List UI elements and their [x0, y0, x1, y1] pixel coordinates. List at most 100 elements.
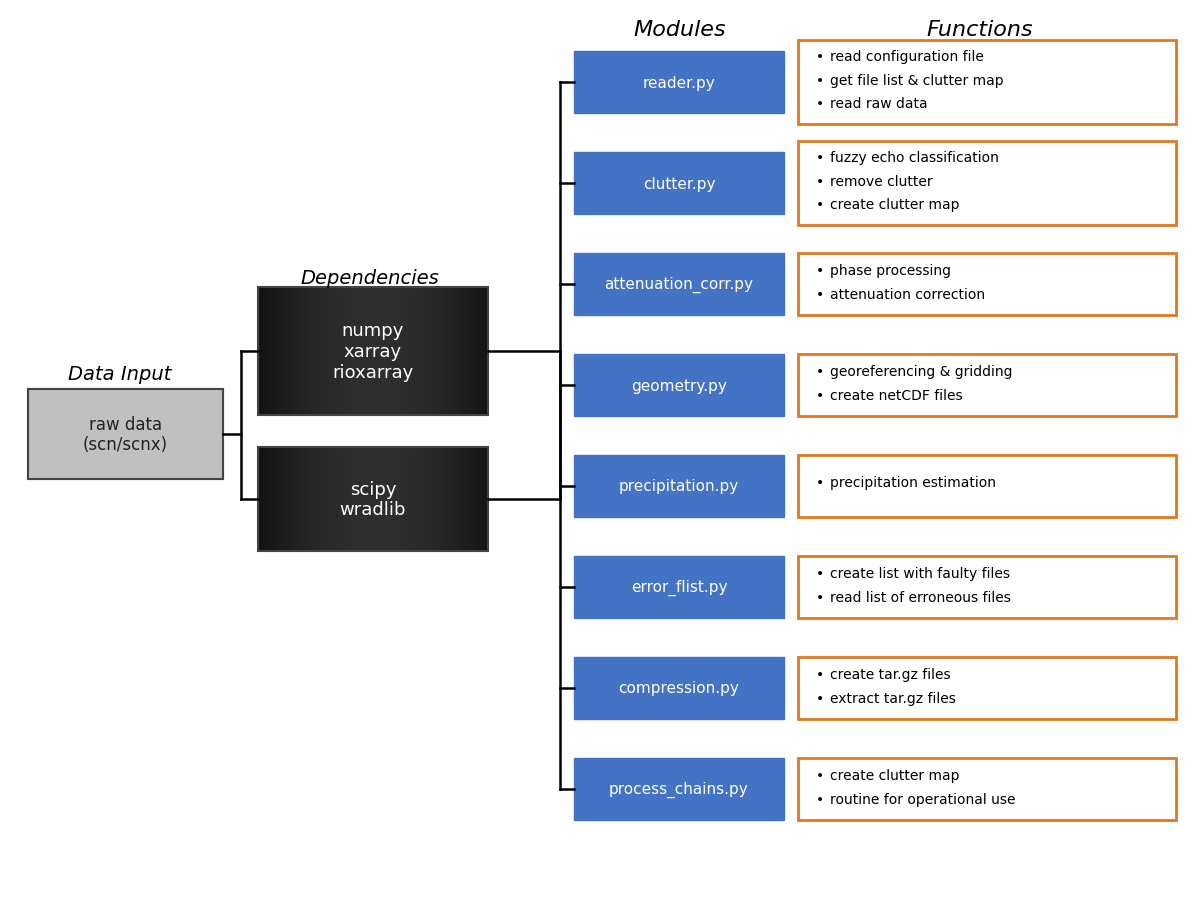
- FancyBboxPatch shape: [350, 288, 356, 416]
- FancyBboxPatch shape: [299, 447, 305, 551]
- Text: •: •: [816, 475, 824, 490]
- FancyBboxPatch shape: [574, 557, 784, 618]
- FancyBboxPatch shape: [448, 447, 454, 551]
- FancyBboxPatch shape: [798, 41, 1176, 124]
- Text: attenuation_corr.py: attenuation_corr.py: [605, 277, 754, 293]
- FancyBboxPatch shape: [442, 447, 449, 551]
- Text: get file list & clutter map: get file list & clutter map: [830, 74, 1003, 87]
- FancyBboxPatch shape: [199, 390, 204, 480]
- Text: Modules: Modules: [634, 20, 726, 40]
- Text: create clutter map: create clutter map: [830, 768, 960, 782]
- FancyBboxPatch shape: [293, 288, 299, 416]
- Text: read raw data: read raw data: [830, 97, 928, 111]
- FancyBboxPatch shape: [96, 390, 102, 480]
- FancyBboxPatch shape: [798, 759, 1176, 820]
- FancyBboxPatch shape: [798, 456, 1176, 518]
- Text: •: •: [816, 97, 824, 111]
- FancyBboxPatch shape: [408, 288, 414, 416]
- Text: process_chains.py: process_chains.py: [610, 781, 749, 797]
- FancyBboxPatch shape: [193, 390, 199, 480]
- FancyBboxPatch shape: [270, 447, 276, 551]
- FancyBboxPatch shape: [258, 447, 264, 551]
- FancyBboxPatch shape: [437, 447, 443, 551]
- FancyBboxPatch shape: [136, 390, 140, 480]
- Text: remove clutter: remove clutter: [830, 174, 932, 189]
- FancyBboxPatch shape: [361, 447, 367, 551]
- FancyBboxPatch shape: [413, 447, 420, 551]
- FancyBboxPatch shape: [316, 447, 322, 551]
- FancyBboxPatch shape: [798, 557, 1176, 618]
- FancyBboxPatch shape: [304, 447, 311, 551]
- Text: •: •: [816, 74, 824, 87]
- FancyBboxPatch shape: [574, 759, 784, 820]
- FancyBboxPatch shape: [384, 288, 391, 416]
- FancyBboxPatch shape: [798, 354, 1176, 417]
- Text: •: •: [816, 388, 824, 402]
- Text: Functions: Functions: [926, 20, 1033, 40]
- FancyBboxPatch shape: [396, 447, 402, 551]
- FancyBboxPatch shape: [470, 288, 478, 416]
- FancyBboxPatch shape: [460, 447, 466, 551]
- FancyBboxPatch shape: [798, 658, 1176, 719]
- FancyBboxPatch shape: [373, 288, 379, 416]
- FancyBboxPatch shape: [316, 288, 322, 416]
- Text: phase processing: phase processing: [830, 263, 952, 278]
- Text: create netCDF files: create netCDF files: [830, 388, 962, 402]
- FancyBboxPatch shape: [419, 447, 425, 551]
- FancyBboxPatch shape: [482, 288, 488, 416]
- FancyBboxPatch shape: [145, 390, 150, 480]
- FancyBboxPatch shape: [299, 288, 305, 416]
- FancyBboxPatch shape: [408, 447, 414, 551]
- FancyBboxPatch shape: [174, 390, 180, 480]
- FancyBboxPatch shape: [150, 390, 155, 480]
- Text: •: •: [816, 152, 824, 165]
- FancyBboxPatch shape: [338, 447, 344, 551]
- FancyBboxPatch shape: [326, 447, 334, 551]
- FancyBboxPatch shape: [48, 390, 53, 480]
- FancyBboxPatch shape: [169, 390, 175, 480]
- FancyBboxPatch shape: [419, 288, 425, 416]
- FancyBboxPatch shape: [110, 390, 116, 480]
- FancyBboxPatch shape: [442, 288, 449, 416]
- Text: extract tar.gz files: extract tar.gz files: [830, 691, 956, 704]
- Text: read list of erroneous files: read list of erroneous files: [830, 590, 1010, 603]
- FancyBboxPatch shape: [396, 288, 402, 416]
- FancyBboxPatch shape: [798, 253, 1176, 316]
- FancyBboxPatch shape: [574, 658, 784, 719]
- Text: •: •: [816, 691, 824, 704]
- Text: scipy
wradlib: scipy wradlib: [340, 480, 407, 519]
- FancyBboxPatch shape: [264, 447, 270, 551]
- FancyBboxPatch shape: [62, 390, 67, 480]
- Text: •: •: [816, 667, 824, 681]
- FancyBboxPatch shape: [379, 288, 385, 416]
- FancyBboxPatch shape: [350, 447, 356, 551]
- FancyBboxPatch shape: [326, 288, 334, 416]
- FancyBboxPatch shape: [28, 390, 223, 480]
- Text: precipitation estimation: precipitation estimation: [830, 475, 996, 490]
- FancyBboxPatch shape: [466, 447, 472, 551]
- FancyBboxPatch shape: [482, 447, 488, 551]
- Text: Data Input: Data Input: [68, 365, 172, 384]
- FancyBboxPatch shape: [310, 447, 316, 551]
- FancyBboxPatch shape: [454, 447, 460, 551]
- Text: raw data
(scn/scnx): raw data (scn/scnx): [83, 415, 168, 454]
- FancyBboxPatch shape: [106, 390, 112, 480]
- FancyBboxPatch shape: [270, 288, 276, 416]
- FancyBboxPatch shape: [131, 390, 136, 480]
- FancyBboxPatch shape: [184, 390, 190, 480]
- FancyBboxPatch shape: [379, 447, 385, 551]
- FancyBboxPatch shape: [322, 288, 328, 416]
- Text: •: •: [816, 590, 824, 603]
- FancyBboxPatch shape: [460, 288, 466, 416]
- Text: compression.py: compression.py: [618, 681, 739, 695]
- FancyBboxPatch shape: [470, 447, 478, 551]
- Text: reader.py: reader.py: [643, 76, 715, 90]
- Text: error_flist.py: error_flist.py: [631, 579, 727, 595]
- FancyBboxPatch shape: [466, 288, 472, 416]
- Text: precipitation.py: precipitation.py: [619, 479, 739, 494]
- Text: georeferencing & gridding: georeferencing & gridding: [830, 364, 1013, 378]
- FancyBboxPatch shape: [86, 390, 92, 480]
- FancyBboxPatch shape: [322, 447, 328, 551]
- Text: •: •: [816, 174, 824, 189]
- FancyBboxPatch shape: [218, 390, 223, 480]
